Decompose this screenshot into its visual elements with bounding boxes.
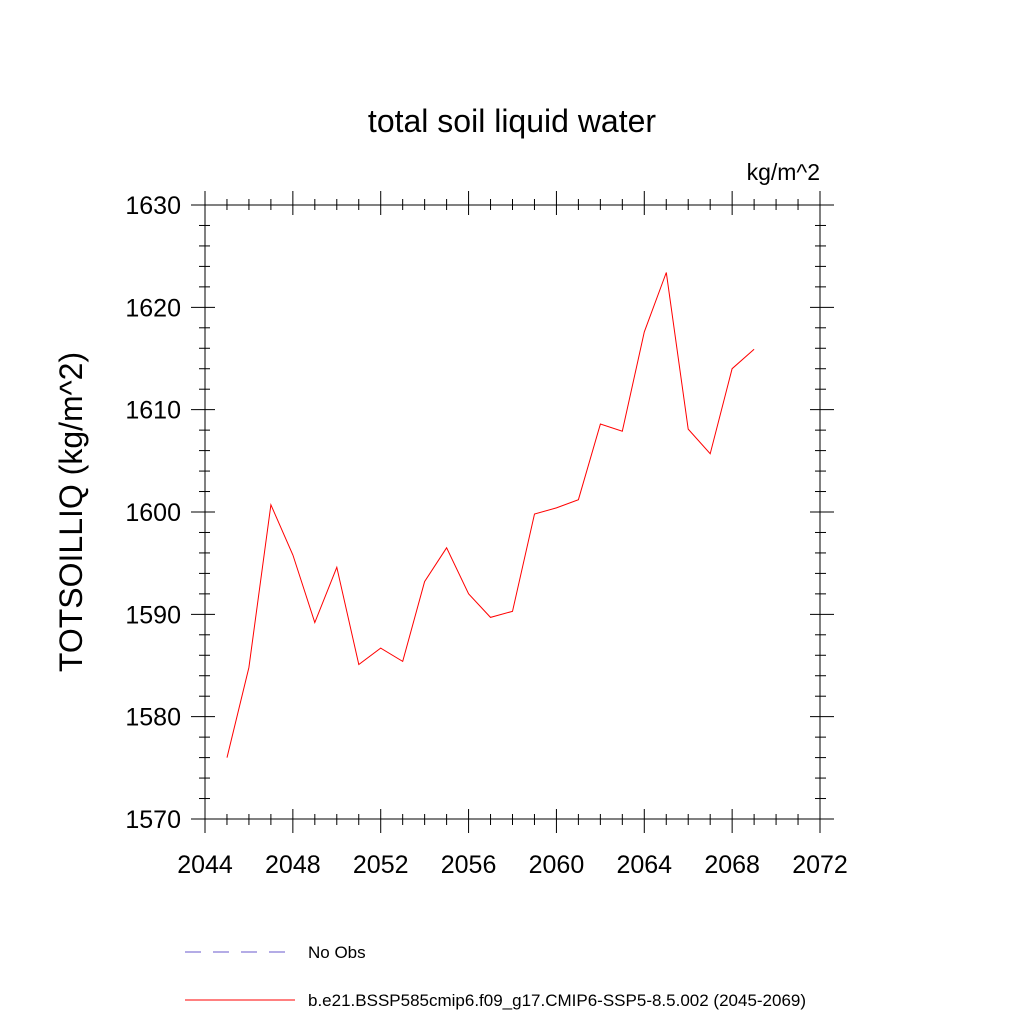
x-tick-label: 2072 [792,851,848,879]
x-tick-label: 2064 [616,851,672,879]
y-tick-labels: 1570 1580 1590 1600 1610 1620 1630 [125,192,181,834]
y-tick-label: 1580 [125,704,181,732]
y-tick-label: 1630 [125,192,181,220]
legend-label-model-run: b.e21.BSSP585cmip6.f09_g17.CMIP6-SSP5-8.… [308,991,806,1010]
legend-label-no-obs: No Obs [308,943,366,962]
y-tick-label: 1570 [125,806,181,834]
x-tick-label: 2048 [265,851,321,879]
y-minor-ticks [199,224,826,800]
x-tick-label: 2044 [177,851,233,879]
legend: No Obs b.e21.BSSP585cmip6.f09_g17.CMIP6-… [185,943,806,1010]
y-tick-label: 1610 [125,397,181,425]
x-major-ticks [204,191,821,833]
x-tick-label: 2052 [353,851,409,879]
units-label: kg/m^2 [747,159,820,185]
x-tick-labels: 2044 2048 2052 2056 2060 2064 2068 2072 [177,851,848,879]
y-tick-label: 1620 [125,294,181,322]
plot-frame [204,204,821,820]
x-tick-label: 2056 [441,851,497,879]
series-line [226,272,755,758]
chart-title: total soil liquid water [368,103,656,139]
x-tick-label: 2068 [704,851,760,879]
y-axis-label: TOTSOILLIQ (kg/m^2) [53,352,89,672]
y-major-ticks [191,204,834,820]
y-tick-label: 1600 [125,499,181,527]
x-tick-label: 2060 [529,851,585,879]
plot-series [226,272,755,758]
y-tick-label: 1590 [125,601,181,629]
x-minor-ticks [226,199,799,825]
